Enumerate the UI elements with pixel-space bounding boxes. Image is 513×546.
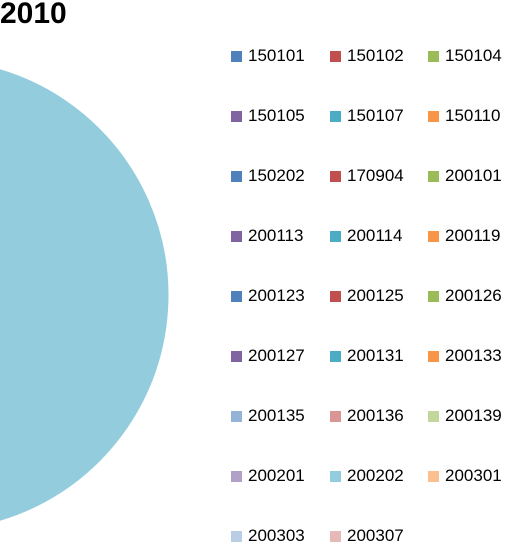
legend-item-200126: 200126 bbox=[428, 286, 502, 306]
legend-item-150110: 150110 bbox=[428, 106, 500, 126]
legend-label: 150104 bbox=[445, 46, 502, 65]
legend-label: 200135 bbox=[248, 406, 305, 425]
legend-item-200114: 200114 bbox=[330, 226, 402, 246]
legend-item-200303: 200303 bbox=[231, 526, 305, 546]
legend-label: 200119 bbox=[445, 226, 501, 245]
pie-slices bbox=[0, 68, 170, 522]
legend-swatch bbox=[428, 110, 439, 122]
legend-item-200119: 200119 bbox=[428, 226, 500, 246]
legend-swatch bbox=[231, 230, 242, 242]
legend-label: 200202 bbox=[347, 466, 404, 485]
legend-label: 200114 bbox=[347, 226, 403, 245]
legend-label: 200307 bbox=[347, 526, 404, 545]
legend-item-150107: 150107 bbox=[330, 106, 404, 126]
legend-item-200133: 200133 bbox=[428, 346, 502, 366]
legend-item-150202: 150202 bbox=[231, 166, 305, 186]
legend-swatch bbox=[428, 230, 439, 242]
legend-item-200123: 200123 bbox=[231, 286, 305, 306]
chart-title: 2010 bbox=[0, 0, 67, 30]
legend-label: 200303 bbox=[248, 526, 305, 545]
legend-swatch bbox=[330, 290, 341, 302]
legend-swatch bbox=[231, 470, 242, 482]
legend-swatch bbox=[330, 350, 341, 362]
legend-label: 200126 bbox=[445, 286, 502, 305]
legend-label: 200139 bbox=[445, 406, 502, 425]
legend-label: 150101 bbox=[248, 46, 305, 65]
legend-swatch bbox=[231, 50, 242, 62]
legend-item-200127: 200127 bbox=[231, 346, 305, 366]
legend-swatch bbox=[428, 410, 439, 422]
legend-label: 200125 bbox=[347, 286, 404, 305]
legend-item-170904: 170904 bbox=[330, 166, 404, 186]
legend-swatch bbox=[428, 470, 439, 482]
legend-label: 150105 bbox=[248, 106, 305, 125]
legend-item-200101: 200101 bbox=[428, 166, 502, 186]
legend-label: 200201 bbox=[248, 466, 305, 485]
legend-label: 200131 bbox=[347, 346, 404, 365]
legend-item-150105: 150105 bbox=[231, 106, 305, 126]
legend-swatch bbox=[428, 170, 439, 182]
legend-item-150102: 150102 bbox=[330, 46, 404, 66]
legend-swatch bbox=[330, 470, 341, 482]
legend-item-150101: 150101 bbox=[231, 46, 305, 66]
legend-swatch bbox=[231, 410, 242, 422]
legend-label: 170904 bbox=[347, 166, 404, 185]
legend-swatch bbox=[330, 50, 341, 62]
legend-swatch bbox=[330, 410, 341, 422]
legend-swatch bbox=[330, 110, 341, 122]
legend-swatch bbox=[330, 170, 341, 182]
legend-item-150104: 150104 bbox=[428, 46, 502, 66]
legend-swatch bbox=[428, 50, 439, 62]
legend-swatch bbox=[231, 530, 242, 542]
legend-swatch bbox=[428, 350, 439, 362]
legend-label: 200301 bbox=[445, 466, 502, 485]
legend-label: 150102 bbox=[347, 46, 404, 65]
legend-label: 150110 bbox=[445, 106, 501, 125]
legend-swatch bbox=[231, 290, 242, 302]
legend-swatch bbox=[330, 530, 341, 542]
legend-swatch bbox=[330, 230, 341, 242]
legend-swatch bbox=[231, 110, 242, 122]
legend-label: 200136 bbox=[347, 406, 404, 425]
legend-item-200125: 200125 bbox=[330, 286, 404, 306]
legend-item-200136: 200136 bbox=[330, 406, 404, 426]
legend-swatch bbox=[428, 290, 439, 302]
legend-swatch bbox=[231, 170, 242, 182]
pie-slice-200202 bbox=[0, 68, 170, 522]
legend-label: 200127 bbox=[248, 346, 305, 365]
legend-item-200202: 200202 bbox=[330, 466, 404, 486]
legend-swatch bbox=[231, 350, 242, 362]
legend-item-200307: 200307 bbox=[330, 526, 404, 546]
legend-item-200201: 200201 bbox=[231, 466, 305, 486]
legend-item-200139: 200139 bbox=[428, 406, 502, 426]
legend-label: 200113 bbox=[248, 226, 304, 245]
legend-item-200113: 200113 bbox=[231, 226, 303, 246]
legend-item-200131: 200131 bbox=[330, 346, 404, 366]
legend-label: 200133 bbox=[445, 346, 502, 365]
legend-label: 150107 bbox=[347, 106, 404, 125]
legend-label: 200123 bbox=[248, 286, 305, 305]
legend-item-200135: 200135 bbox=[231, 406, 305, 426]
legend-label: 150202 bbox=[248, 166, 305, 185]
legend-item-200301: 200301 bbox=[428, 466, 502, 486]
legend-label: 200101 bbox=[445, 166, 502, 185]
